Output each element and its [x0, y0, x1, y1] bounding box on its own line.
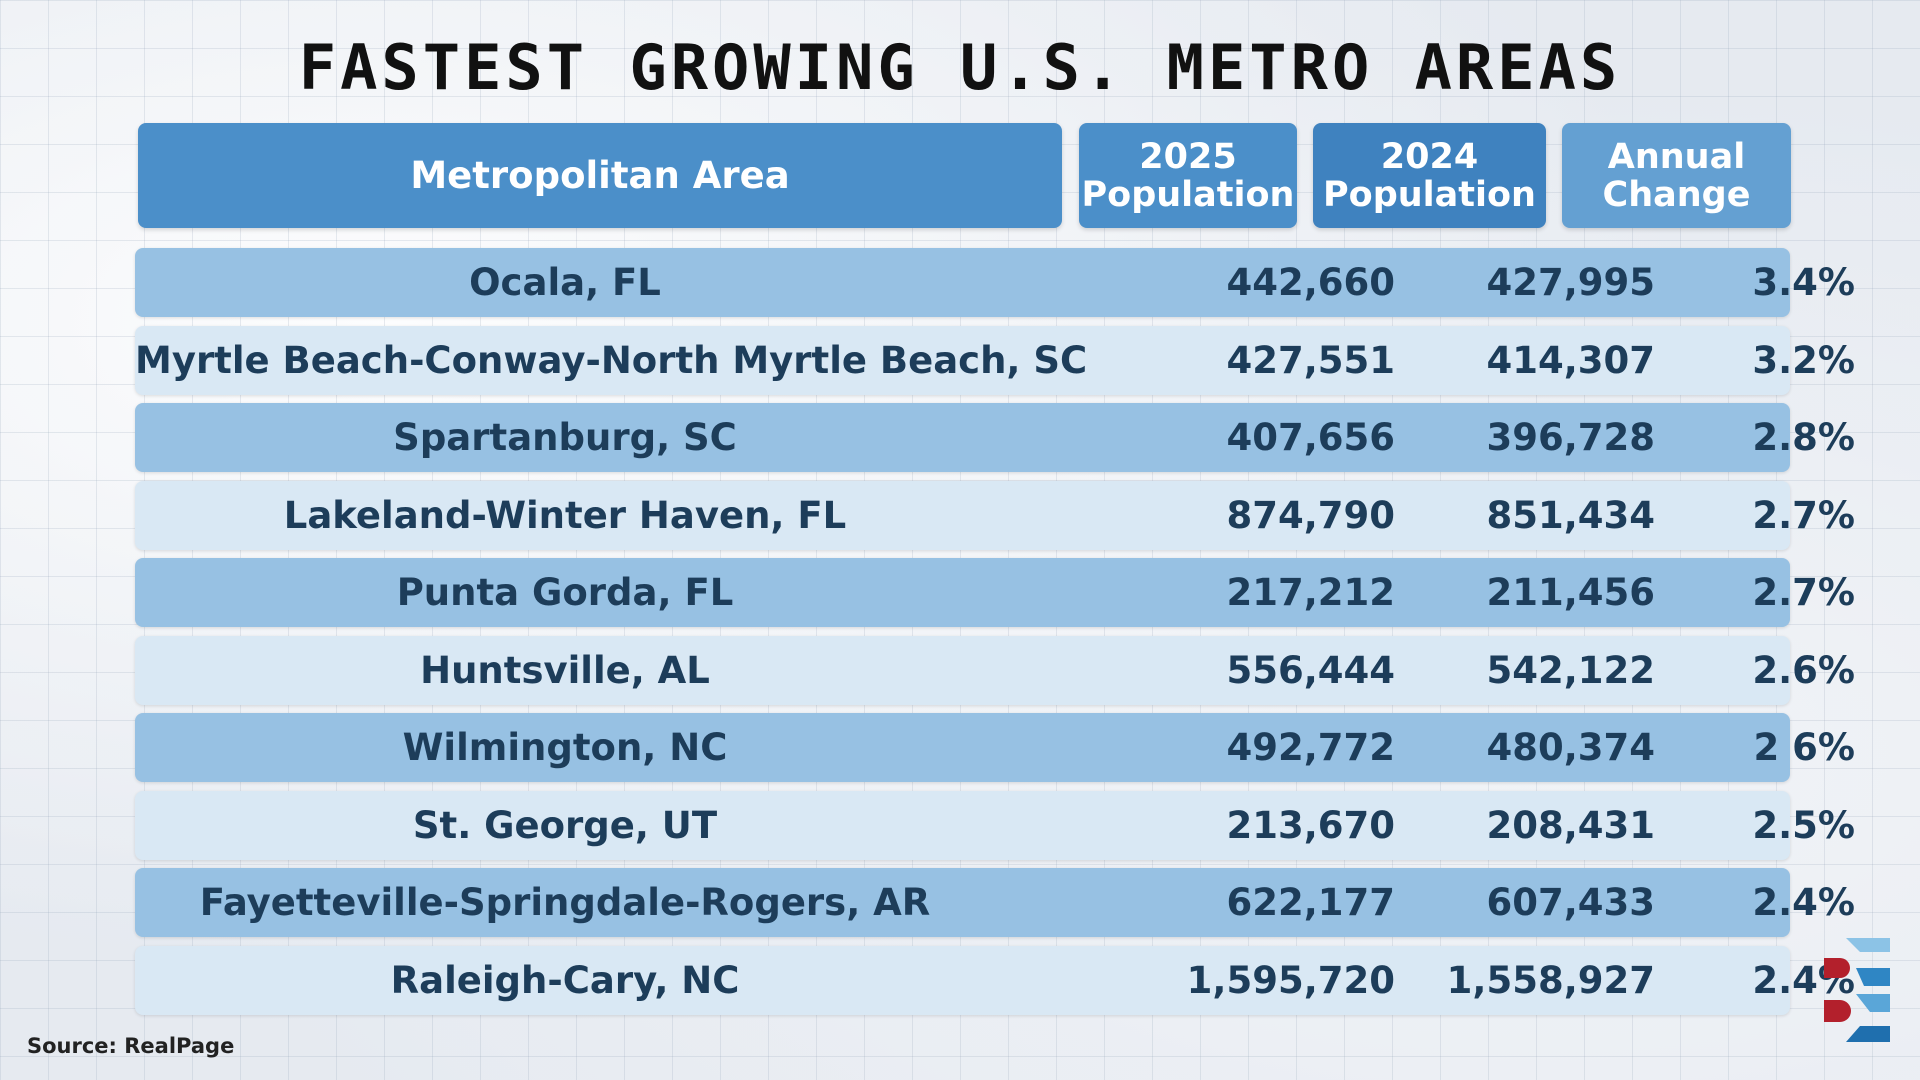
table-row: Ocala, FL 442,660 427,995 3.4% [135, 248, 1855, 317]
header-metropolitan-area: Metropolitan Area [138, 123, 1062, 228]
brand-logo-icon [1824, 938, 1890, 1042]
cell-2024-population: 211,456 [1486, 571, 1655, 614]
cell-2025-population: 407,656 [1226, 416, 1395, 459]
table-row: Lakeland-Winter Haven, FL 874,790 851,434 2… [135, 480, 1855, 550]
cell-metropolitan-area: St. George, UT [412, 803, 718, 847]
header-change-line2: Change [1602, 174, 1751, 215]
cell-2024-population: 396,728 [1486, 416, 1655, 459]
cell-2025-population: 217,212 [1226, 571, 1395, 614]
table-row: Wilmington, NC 492,772 480,374 2 6% [135, 713, 1855, 782]
header-2025-line1: 2025 [1139, 136, 1237, 177]
header-2024-population: 2024 Population [1313, 123, 1546, 228]
table-row: Punta Gorda, FL 217,212 211,456 2.7% [135, 558, 1855, 627]
cell-2025-population: 427,551 [1226, 338, 1395, 382]
cell-2025-population: 1,595,720 [1186, 958, 1395, 1002]
cell-annual-change: 2.6% [1752, 648, 1855, 692]
table-row: Fayetteville-Springdale-Rogers, AR 622,17… [135, 868, 1855, 937]
cell-metropolitan-area: Myrtle Beach-Conway-North Myrtle Beach, … [135, 338, 1088, 382]
cell-2024-population: 414,307 [1486, 338, 1655, 382]
cell-annual-change: 2.7% [1752, 571, 1855, 614]
cell-annual-change: 2.4% [1752, 881, 1855, 924]
cell-metropolitan-area: Huntsville, AL [420, 648, 710, 692]
source-note: Source: RealPage [27, 1034, 235, 1058]
cell-2024-population: 607,433 [1486, 881, 1655, 924]
header-area-label: Metropolitan Area [410, 153, 790, 197]
cell-metropolitan-area: Fayetteville-Springdale-Rogers, AR [199, 881, 931, 924]
cell-2024-population: 1,558,927 [1446, 958, 1655, 1002]
cell-annual-change: 2.8% [1752, 416, 1855, 459]
header-change-line1: Annual [1607, 136, 1746, 177]
cell-2025-population: 213,670 [1226, 803, 1395, 847]
cell-metropolitan-area: Wilmington, NC [402, 726, 728, 769]
cell-annual-change: 3.2% [1752, 338, 1855, 382]
cell-2025-population: 622,177 [1226, 881, 1395, 924]
cell-metropolitan-area: Spartanburg, SC [393, 416, 737, 459]
header-2025-population: 2025 Population [1079, 123, 1297, 228]
header-2025-line2: Population [1081, 174, 1295, 215]
header-2024-line1: 2024 [1380, 136, 1479, 177]
header-annual-change: Annual Change [1562, 123, 1791, 228]
cell-metropolitan-area: Raleigh-Cary, NC [390, 958, 740, 1002]
cell-metropolitan-area: Lakeland-Winter Haven, FL [283, 493, 847, 537]
cell-2024-population: 427,995 [1486, 261, 1655, 304]
cell-2024-population: 208,431 [1486, 803, 1655, 847]
cell-metropolitan-area: Punta Gorda, FL [396, 571, 734, 614]
cell-2025-population: 492,772 [1226, 726, 1395, 769]
table-row: Myrtle Beach-Conway-North Myrtle Beach, … [135, 325, 1855, 395]
cell-metropolitan-area: Ocala, FL [469, 261, 661, 304]
cell-annual-change: 2.4% [1752, 958, 1855, 1002]
table-row: Raleigh-Cary, NC 1,595,720 1,558,927 2.4% [135, 945, 1855, 1015]
cell-2025-population: 556,444 [1226, 648, 1395, 692]
table-row: Huntsville, AL 556,444 542,122 2.6% [135, 635, 1855, 705]
cell-2025-population: 874,790 [1226, 493, 1395, 537]
cell-annual-change: 2.7% [1752, 493, 1855, 537]
table-row: St. George, UT 213,670 208,431 2.5% [135, 790, 1855, 860]
cell-2024-population: 480,374 [1486, 726, 1655, 769]
cell-2024-population: 851,434 [1486, 493, 1655, 537]
cell-annual-change: 2.5% [1752, 803, 1855, 847]
table-row: Spartanburg, SC 407,656 396,728 2.8% [135, 403, 1855, 472]
cell-2025-population: 442,660 [1226, 261, 1395, 304]
chart-title: FASTEST GROWING U.S. METRO AREAS [298, 31, 1622, 104]
cell-2024-population: 542,122 [1486, 648, 1655, 692]
cell-annual-change: 3.4% [1752, 261, 1855, 304]
header-2024-line2: Population [1323, 174, 1536, 215]
cell-annual-change: 2 6% [1753, 726, 1855, 769]
